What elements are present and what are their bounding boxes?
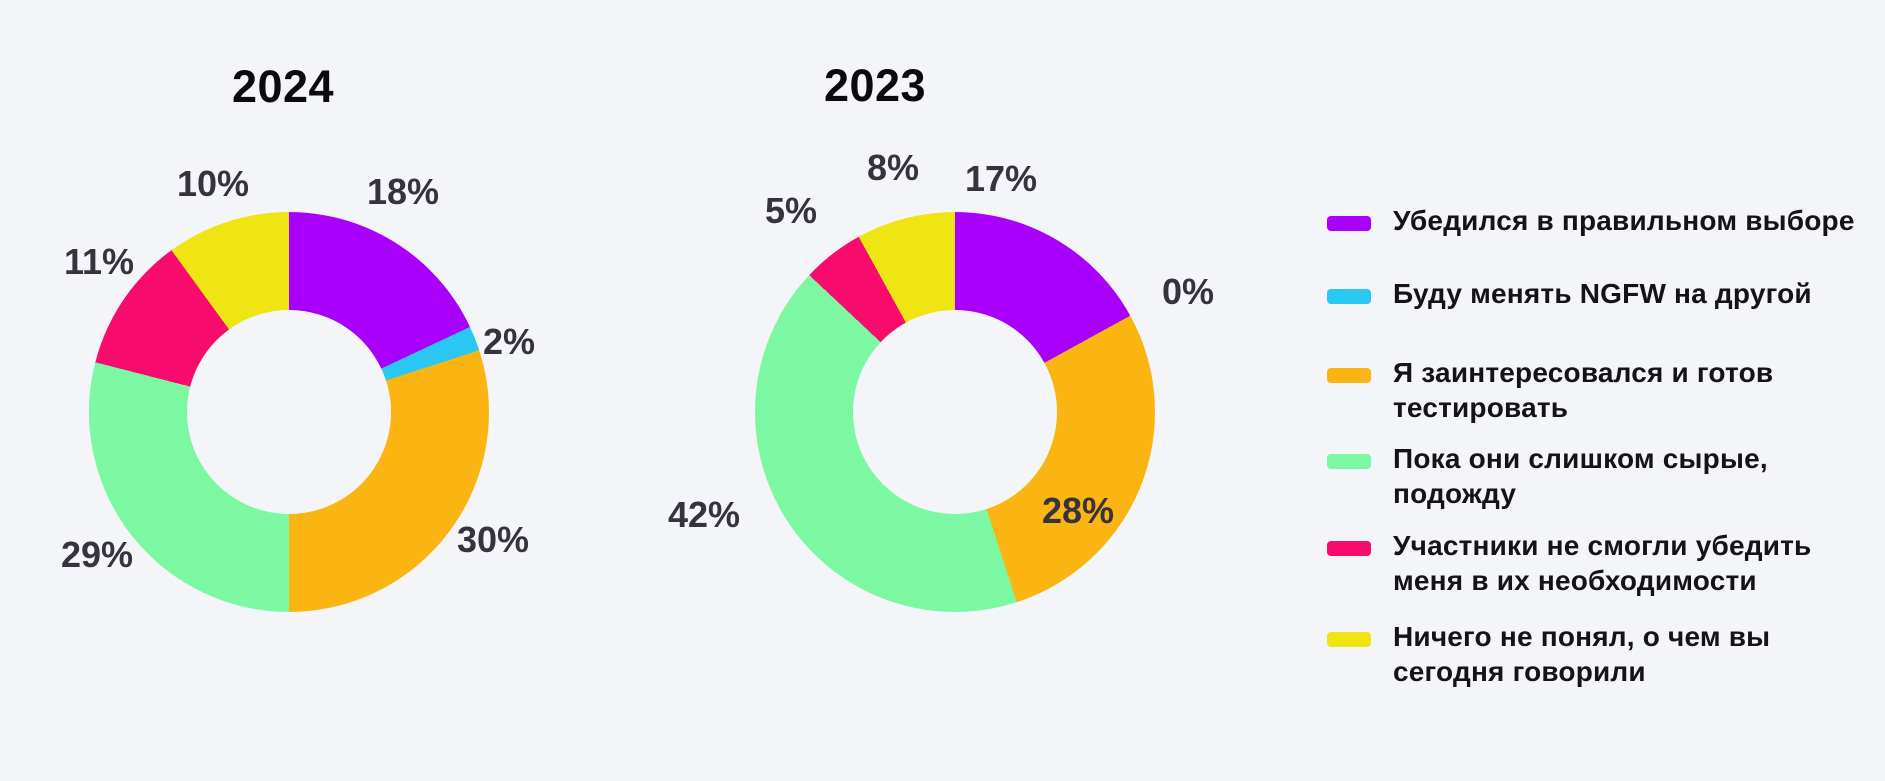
legend-label: Участники не смогли убедить меня в их не…	[1393, 530, 1812, 596]
legend-swatch	[1327, 454, 1371, 469]
slice-label: 8%	[866, 147, 920, 188]
slice-label: 11%	[63, 241, 135, 282]
slice-label: 0%	[1161, 271, 1215, 312]
legend-label: Ничего не понял, о чем вы сегодня говори…	[1393, 621, 1771, 687]
legend-swatch	[1327, 216, 1371, 231]
slice-label: 10%	[176, 163, 250, 204]
slice-label: 2%	[482, 321, 536, 362]
slice-label: 5%	[764, 190, 818, 231]
legend-label: Убедился в правильном выборе	[1393, 205, 1855, 236]
slice-label: 30%	[456, 519, 530, 560]
slice-label: 29%	[60, 534, 134, 575]
legend-swatch	[1327, 632, 1371, 647]
donut	[755, 212, 1155, 612]
legend-swatch	[1327, 368, 1371, 383]
slice-label: 42%	[667, 494, 741, 535]
legend-item: Пока они слишком сырые, подожду	[1327, 441, 1768, 511]
legend-item: Ничего не понял, о чем вы сегодня говори…	[1327, 619, 1770, 689]
legend-swatch	[1327, 289, 1371, 304]
chart-title: 2023	[823, 60, 927, 111]
slice-label: 17%	[964, 158, 1038, 199]
legend-label: Буду менять NGFW на другой	[1393, 278, 1812, 309]
legend-swatch	[1327, 541, 1371, 556]
legend-item: Участники не смогли убедить меня в их не…	[1327, 528, 1811, 598]
legend-label: Я заинтересовался и готов тестировать	[1393, 357, 1774, 423]
legend-label: Пока они слишком сырые, подожду	[1393, 443, 1768, 509]
legend-item: Я заинтересовался и готов тестировать	[1327, 355, 1773, 425]
chart-title: 2024	[231, 61, 335, 112]
donut-hole	[187, 310, 391, 514]
slice-label: 28%	[1041, 490, 1115, 531]
legend-item: Убедился в правильном выборе	[1327, 203, 1855, 238]
legend-item: Буду менять NGFW на другой	[1327, 276, 1812, 311]
donut	[89, 212, 489, 612]
slice-label: 18%	[366, 171, 440, 212]
donut-hole	[853, 310, 1057, 514]
